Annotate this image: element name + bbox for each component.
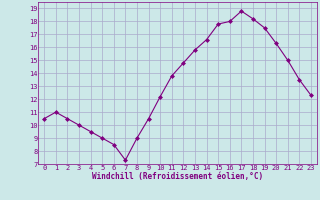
X-axis label: Windchill (Refroidissement éolien,°C): Windchill (Refroidissement éolien,°C) [92, 172, 263, 181]
